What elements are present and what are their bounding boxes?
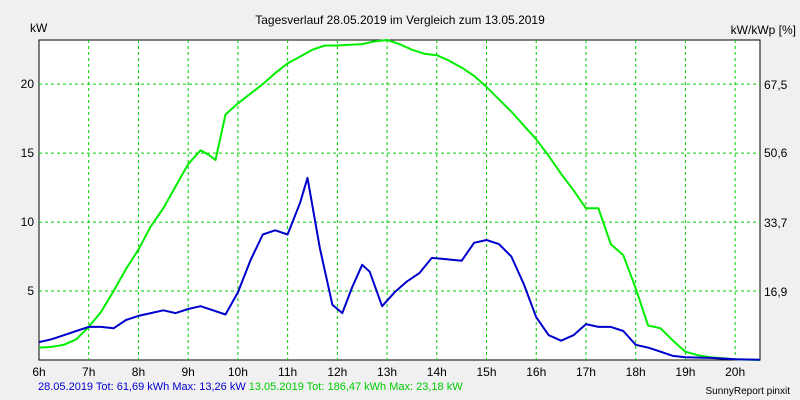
x-tick-label: 17h xyxy=(576,365,596,379)
x-tick-label: 8h xyxy=(132,365,145,379)
x-tick-label: 19h xyxy=(675,365,695,379)
y-axis-right-ticks: 16,9 33,7 50,6 67,5 xyxy=(764,78,788,299)
y-axis-left-label: kW xyxy=(30,21,48,35)
y-tick-label-left: 5 xyxy=(27,284,34,298)
x-tick-label: 20h xyxy=(725,365,745,379)
x-tick-label: 9h xyxy=(181,365,194,379)
credit-text: SunnyReport pinxit xyxy=(705,386,791,397)
y-axis-right-label: kW/kWp [%] xyxy=(731,23,796,37)
y-tick-label-right: 16,9 xyxy=(764,285,788,299)
x-tick-label: 11h xyxy=(278,365,297,379)
x-tick-label: 13h xyxy=(377,365,397,379)
y-axis-left-ticks: 5 10 15 20 xyxy=(21,77,35,298)
x-tick-label: 6h xyxy=(32,365,45,379)
x-axis-ticks: 6h 7h 8h 9h 10h 11h 12h 13h 14h 15h 16h 17h 18h 19h 20… xyxy=(32,365,745,379)
y-tick-label-left: 10 xyxy=(21,215,35,229)
x-tick-label: 16h xyxy=(526,365,546,379)
grid-lines xyxy=(39,40,760,360)
legend-series-1: 28.05.2019 Tot: 61,69 kWh Max: 13,26 kW xyxy=(38,381,246,393)
y-tick-label-right: 33,7 xyxy=(764,216,788,230)
series-line-1 xyxy=(38,176,761,361)
y-tick-label-left: 15 xyxy=(21,146,35,160)
chart-title: Tagesverlauf 28.05.2019 im Vergleich zum… xyxy=(255,13,545,27)
footer-legend: 28.05.2019 Tot: 61,69 kWh Max: 13,26 kW … xyxy=(38,381,463,393)
x-tick-label: 15h xyxy=(477,365,497,379)
series-lines xyxy=(38,39,761,361)
x-tick-label: 10h xyxy=(228,365,248,379)
x-tick-label: 12h xyxy=(327,365,347,379)
legend-series-2: 13.05.2019 Tot: 186,47 kWh Max: 23,18 kW xyxy=(248,381,463,393)
y-tick-label-right: 67,5 xyxy=(764,78,788,92)
plot-area xyxy=(38,39,761,361)
x-tick-label: 7h xyxy=(82,365,95,379)
y-tick-label-left: 20 xyxy=(21,77,35,91)
x-tick-label: 14h xyxy=(427,365,447,379)
x-tick-label: 18h xyxy=(626,365,646,379)
series-line-2 xyxy=(38,39,761,361)
y-tick-label-right: 50,6 xyxy=(764,146,788,160)
